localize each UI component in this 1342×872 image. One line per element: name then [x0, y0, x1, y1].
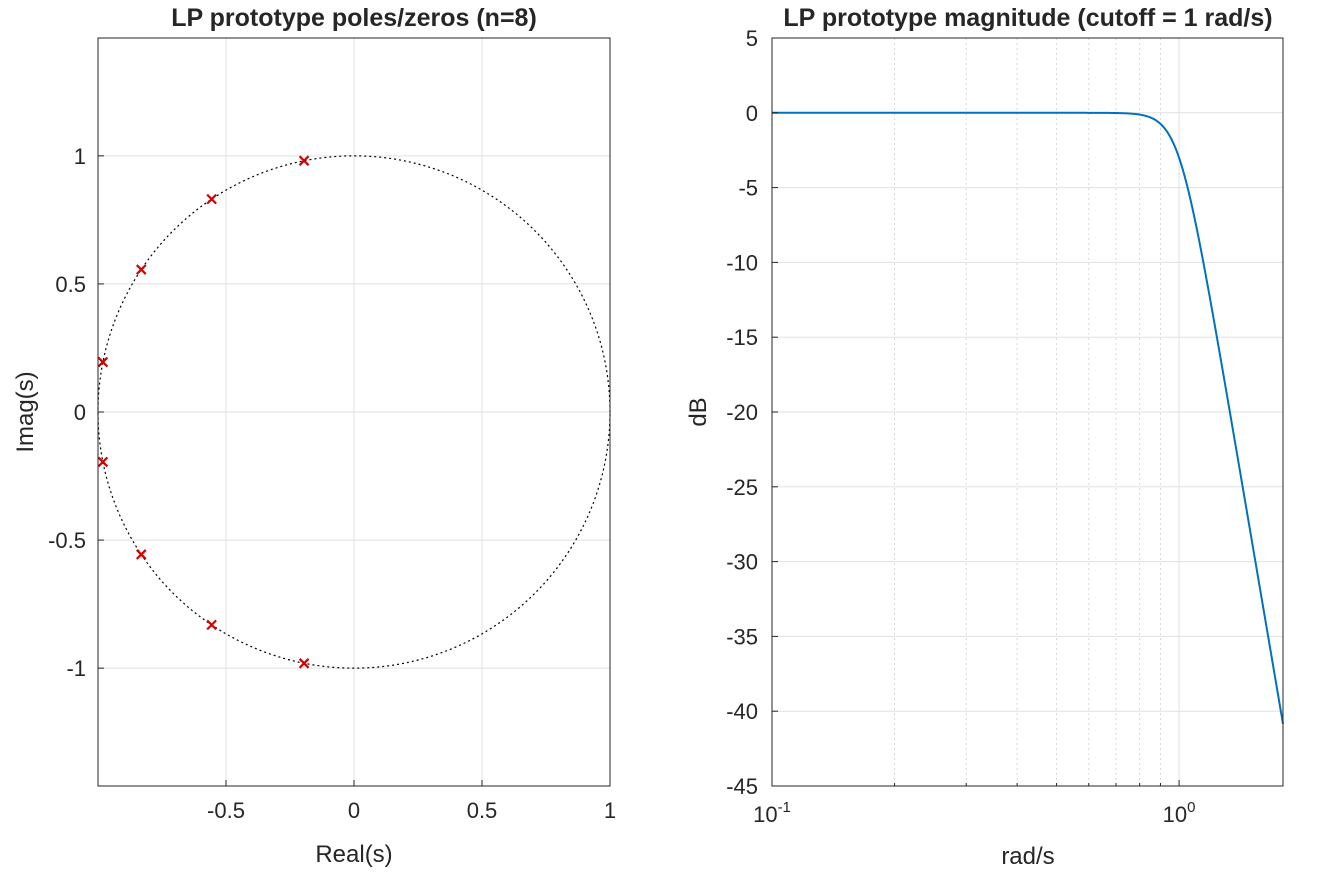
pz-ylabel: Imag(s): [12, 371, 39, 452]
magnitude-plot: 10-1 100 5 0 -5 -10 -15 -20 -25 -30 -35 -40 -45 LP p…: [685, 4, 1284, 870]
pole-marker: [206, 193, 217, 205]
mag-ytick-label: -35: [726, 624, 758, 649]
mag-ytick-label: 0: [746, 101, 758, 126]
mag-ylabel: dB: [685, 397, 712, 426]
pz-ticks: -0.5 0 0.5 1 -1 -0.5 0 0.5 1: [48, 144, 616, 823]
magnitude-line: [772, 111, 1284, 724]
pole-marker: [298, 155, 310, 166]
pz-ytick-label: 0: [74, 400, 86, 425]
mag-ytick-label: -10: [726, 250, 758, 275]
pz-xtick-label: -0.5: [207, 798, 245, 823]
pz-title: LP prototype poles/zeros (n=8): [171, 4, 537, 32]
mag-ytick-label: -15: [726, 325, 758, 350]
pz-ytick-label: -1: [66, 656, 86, 681]
pole-marker: [97, 456, 109, 468]
pz-xtick-label: 0: [348, 798, 360, 823]
pole-marker: [135, 264, 147, 275]
mag-title: LP prototype magnitude (cutoff = 1 rad/s…: [783, 4, 1272, 32]
mag-xtick-label: 100: [1163, 799, 1196, 827]
pz-ytick-label: -0.5: [48, 528, 86, 553]
unit-circle: [97, 155, 611, 669]
mag-ticks: 10-1 100 5 0 -5 -10 -15 -20 -25 -30 -35 -40 -45: [726, 26, 1195, 827]
pz-xtick-label: 0.5: [467, 798, 498, 823]
mag-ytick-label: -45: [726, 774, 758, 799]
mag-ytick-label: -40: [726, 699, 758, 724]
pole-marker: [135, 549, 147, 560]
mag-ytick-label: -5: [738, 176, 758, 201]
mag-ytick-label: 5: [746, 26, 758, 51]
mag-ytick-label: -20: [726, 400, 758, 425]
pz-grid: [98, 38, 610, 786]
mag-ytick-label: -30: [726, 550, 758, 575]
mag-xtick-label: 10-1: [753, 799, 791, 827]
pz-ytick-label: 0.5: [55, 272, 86, 297]
mag-ytick-label: -25: [726, 475, 758, 500]
pz-ytick-label: 1: [74, 144, 86, 169]
pole-zero-plot: -0.5 0 0.5 1 -1 -0.5 0 0.5 1 LP prototype poles/…: [12, 4, 616, 868]
pole-marker: [97, 356, 109, 368]
mag-xlabel: rad/s: [1001, 843, 1054, 870]
pz-xtick-label: 1: [604, 798, 616, 823]
pz-poles: [97, 155, 310, 669]
pole-marker: [298, 658, 310, 669]
pole-marker: [206, 619, 217, 631]
pz-xlabel: Real(s): [315, 841, 392, 868]
